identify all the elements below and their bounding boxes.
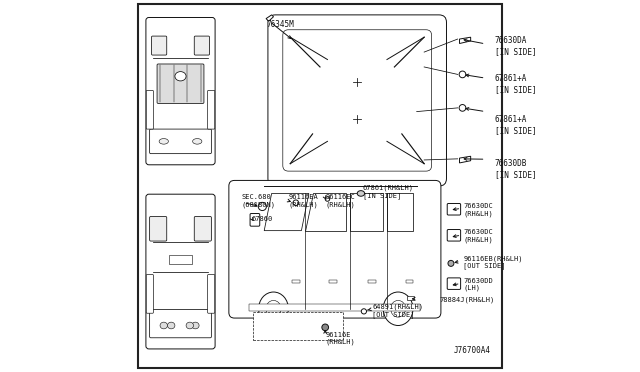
FancyBboxPatch shape — [150, 129, 211, 154]
Ellipse shape — [293, 200, 299, 205]
Polygon shape — [460, 156, 470, 163]
Ellipse shape — [357, 191, 365, 196]
FancyBboxPatch shape — [157, 64, 204, 103]
Ellipse shape — [459, 105, 466, 111]
FancyBboxPatch shape — [447, 230, 461, 241]
Bar — [408, 296, 414, 300]
Bar — [330, 280, 337, 283]
Text: 76630DD
(LH): 76630DD (LH) — [463, 278, 493, 291]
Ellipse shape — [259, 292, 289, 326]
Text: J76700A4: J76700A4 — [454, 346, 491, 355]
Bar — [253, 312, 344, 340]
FancyBboxPatch shape — [207, 275, 215, 313]
Text: 67860: 67860 — [251, 217, 273, 222]
Text: 76630DB
[IN SIDE]: 76630DB [IN SIDE] — [495, 159, 536, 179]
Bar — [406, 280, 413, 283]
Text: 76630DC
(RH&LH): 76630DC (RH&LH) — [463, 230, 493, 243]
Text: 96116E
(RH&LH): 96116E (RH&LH) — [326, 332, 355, 345]
FancyBboxPatch shape — [250, 214, 260, 226]
Ellipse shape — [390, 301, 406, 317]
Ellipse shape — [383, 292, 413, 326]
Ellipse shape — [259, 202, 266, 211]
Ellipse shape — [159, 139, 168, 144]
Text: 76345M: 76345M — [266, 20, 294, 29]
Ellipse shape — [160, 322, 168, 329]
FancyBboxPatch shape — [195, 36, 209, 55]
Bar — [369, 280, 376, 283]
Text: 96116EB(RH&LH)
[OUT SIDE]: 96116EB(RH&LH) [OUT SIDE] — [463, 255, 523, 269]
Polygon shape — [266, 15, 273, 21]
Ellipse shape — [459, 71, 466, 78]
Text: 96116EA
(RH&LH): 96116EA (RH&LH) — [289, 194, 318, 208]
Ellipse shape — [266, 301, 281, 317]
Ellipse shape — [191, 322, 199, 329]
Text: 64891(RH&LH)
[OUT SIDE]: 64891(RH&LH) [OUT SIDE] — [372, 304, 423, 318]
FancyBboxPatch shape — [146, 17, 215, 165]
Bar — [250, 304, 420, 311]
Ellipse shape — [175, 72, 186, 81]
Ellipse shape — [362, 309, 367, 314]
FancyBboxPatch shape — [268, 15, 447, 186]
Ellipse shape — [193, 139, 202, 144]
FancyBboxPatch shape — [147, 275, 154, 313]
Polygon shape — [305, 193, 346, 231]
Bar — [170, 255, 191, 264]
FancyBboxPatch shape — [195, 217, 211, 241]
Polygon shape — [460, 37, 470, 44]
FancyBboxPatch shape — [447, 278, 461, 289]
Polygon shape — [264, 193, 309, 231]
Ellipse shape — [168, 322, 175, 329]
Text: SEC.680
(681B0N): SEC.680 (681B0N) — [242, 194, 276, 208]
FancyBboxPatch shape — [146, 194, 215, 349]
Text: 67861+A
[IN SIDE]: 67861+A [IN SIDE] — [495, 115, 536, 135]
Text: 67861+A
[IN SIDE]: 67861+A [IN SIDE] — [495, 74, 536, 94]
Text: 78884J(RH&LH): 78884J(RH&LH) — [439, 296, 494, 303]
Polygon shape — [349, 193, 383, 231]
Ellipse shape — [325, 197, 330, 201]
Polygon shape — [387, 193, 413, 231]
FancyBboxPatch shape — [207, 90, 215, 129]
Ellipse shape — [186, 322, 193, 329]
Text: 76630DC
(RH&LH): 76630DC (RH&LH) — [463, 203, 493, 217]
FancyBboxPatch shape — [147, 90, 154, 129]
Bar — [292, 280, 300, 283]
FancyBboxPatch shape — [447, 203, 461, 215]
FancyBboxPatch shape — [150, 217, 167, 241]
Text: 67861(RH&LH)
[IN SIDE]: 67861(RH&LH) [IN SIDE] — [363, 185, 414, 199]
FancyBboxPatch shape — [150, 310, 211, 338]
Text: 76630DA
[IN SIDE]: 76630DA [IN SIDE] — [495, 36, 536, 57]
FancyBboxPatch shape — [283, 30, 431, 171]
Ellipse shape — [322, 324, 328, 331]
Text: 96116EC
(RH&LH): 96116EC (RH&LH) — [326, 194, 355, 208]
FancyBboxPatch shape — [152, 36, 167, 55]
FancyBboxPatch shape — [229, 180, 441, 318]
Ellipse shape — [448, 260, 454, 266]
